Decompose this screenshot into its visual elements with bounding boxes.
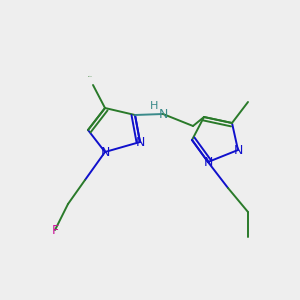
Text: N: N	[203, 155, 213, 169]
Text: N: N	[233, 143, 243, 157]
Text: N: N	[135, 136, 145, 148]
Text: methyl: methyl	[88, 76, 93, 77]
Text: H: H	[150, 101, 158, 111]
Text: N: N	[158, 107, 168, 121]
Text: N: N	[100, 146, 110, 158]
Text: F: F	[51, 224, 58, 236]
